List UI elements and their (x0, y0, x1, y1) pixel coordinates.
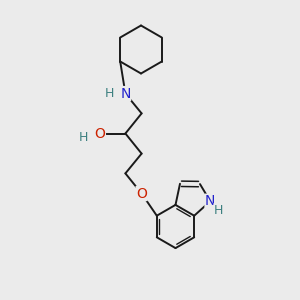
Text: O: O (136, 187, 147, 200)
Text: N: N (205, 194, 215, 208)
Text: O: O (94, 127, 105, 140)
Text: H: H (105, 86, 115, 100)
Text: H: H (214, 204, 223, 217)
Text: H: H (79, 130, 88, 144)
Text: N: N (120, 87, 130, 100)
